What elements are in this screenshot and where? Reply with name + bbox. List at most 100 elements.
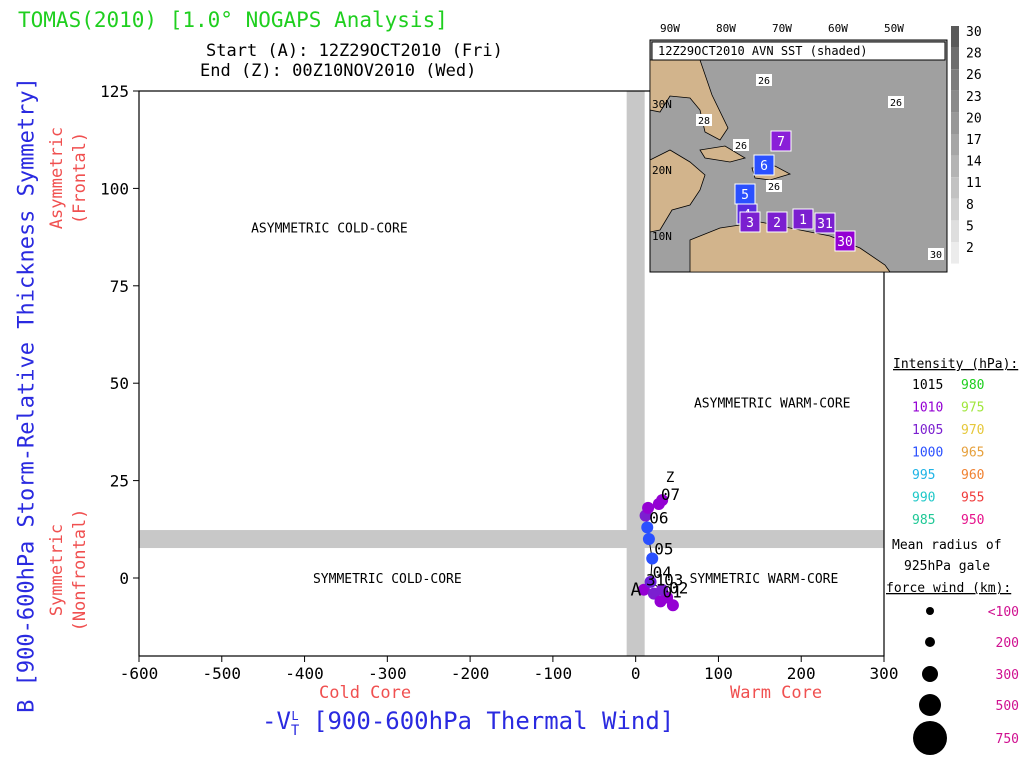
y-upper-sub-label: (Frontal) bbox=[70, 131, 90, 225]
radius-legend-label: 500 bbox=[996, 699, 1019, 714]
start-date: Start (A): 12Z29OCT2010 (Fri) bbox=[206, 41, 503, 61]
inset-lon-label: 60W bbox=[828, 22, 848, 35]
track-day-label: 04 bbox=[653, 563, 672, 582]
radius-legend-title: Mean radius of bbox=[892, 538, 1002, 553]
reference-y-line bbox=[139, 530, 884, 549]
intensity-level-right: 975 bbox=[961, 401, 984, 416]
x-axis-label-v: -V bbox=[262, 707, 291, 735]
intensity-level-right: 950 bbox=[961, 513, 984, 528]
y-lower-sub-label: (Nonfrontal) bbox=[70, 508, 90, 632]
y-tick-label: 100 bbox=[100, 179, 129, 198]
intensity-level-left: 995 bbox=[912, 468, 935, 483]
mexico-land bbox=[649, 149, 706, 233]
x-axis-label-sup: L bbox=[291, 709, 299, 723]
cuba-land bbox=[699, 145, 747, 163]
cold-core-label: Cold Core bbox=[319, 683, 412, 703]
intensity-level-left: 985 bbox=[912, 513, 935, 528]
colorbar-segment bbox=[951, 177, 959, 199]
inset-lat-label: 30N bbox=[652, 98, 672, 111]
sst-label-bg bbox=[888, 96, 904, 108]
inset-lon-label: 50W bbox=[884, 22, 904, 35]
colorbar-label: 2 bbox=[966, 241, 974, 256]
x-tick-label: 300 bbox=[870, 664, 899, 683]
y-upper-label: Asymmetric bbox=[47, 126, 67, 230]
track-point bbox=[644, 575, 657, 588]
sst-label-bg bbox=[766, 180, 782, 192]
track-point bbox=[656, 494, 669, 507]
x-tick-label: -100 bbox=[534, 664, 573, 683]
sst-contour-label: 26 bbox=[768, 182, 780, 193]
sst-label-bg bbox=[733, 139, 749, 151]
inset-title-box bbox=[651, 41, 946, 61]
zero-x-line bbox=[626, 91, 645, 656]
track-point bbox=[641, 521, 654, 534]
inset-track-label: 5 bbox=[741, 188, 749, 203]
colorbar-segment bbox=[951, 242, 959, 264]
track-day-label: 07 bbox=[661, 485, 680, 504]
track-point bbox=[637, 583, 650, 596]
track-point bbox=[656, 583, 669, 596]
inset-track-label: 30 bbox=[837, 235, 853, 250]
intensity-level-right: 955 bbox=[961, 491, 984, 506]
colorbar-segment bbox=[951, 220, 959, 242]
x-axis-label-sub: T bbox=[290, 722, 300, 739]
x-tick-label: -400 bbox=[285, 664, 324, 683]
end-date: End (Z): 00Z10NOV2010 (Wed) bbox=[200, 61, 477, 81]
radius-legend-dot bbox=[926, 607, 934, 615]
inset-lon-label: 90W bbox=[660, 22, 680, 35]
y-lower-label: Symmetric bbox=[47, 523, 67, 617]
radius-legend-label: <100 bbox=[988, 605, 1019, 620]
inset-track-box bbox=[792, 208, 814, 230]
colorbar-label: 17 bbox=[966, 133, 982, 148]
intensity-level-left: 990 bbox=[912, 491, 935, 506]
radius-legend-dot bbox=[919, 694, 941, 716]
inset-lon-label: 80W bbox=[716, 22, 736, 35]
radius-legend-label: 200 bbox=[996, 636, 1019, 651]
radius-legend-label: 750 bbox=[996, 732, 1019, 747]
colorbar-label: 28 bbox=[966, 47, 982, 62]
sst-contour-label: 28 bbox=[698, 116, 710, 127]
colorbar-segment bbox=[951, 26, 959, 48]
colorbar-segment bbox=[951, 112, 959, 134]
colorbar-segment bbox=[951, 47, 959, 70]
track-point bbox=[642, 533, 655, 546]
colorbar-label: 11 bbox=[966, 176, 982, 191]
colorbar-label: 26 bbox=[966, 68, 982, 83]
plot-frame bbox=[138, 90, 885, 657]
track-day-label: 01 bbox=[663, 582, 682, 601]
inset-track-box bbox=[753, 154, 775, 176]
inset-track-label: 1 bbox=[799, 213, 807, 228]
colorbar-label: 5 bbox=[966, 219, 974, 234]
chart-title: TOMAS(2010) [1.0° NOGAPS Analysis] bbox=[18, 8, 448, 32]
y-axis-label: B [900-600hPa Storm-Relative Thickness S… bbox=[14, 77, 40, 713]
x-axis-label-rest: [900-600hPa Thermal Wind] bbox=[298, 707, 675, 735]
y-tick-label: 0 bbox=[119, 569, 129, 588]
x-tick-label: 200 bbox=[787, 664, 816, 683]
y-tick-label: 75 bbox=[110, 277, 129, 296]
colorbar-segment bbox=[951, 90, 959, 113]
colorbar-segment bbox=[951, 134, 959, 156]
intensity-level-left: 1000 bbox=[912, 446, 943, 461]
sst-contour-label: 30 bbox=[930, 250, 942, 261]
inset-track-box bbox=[739, 211, 761, 233]
inset-track-box bbox=[834, 230, 856, 252]
x-tick-label: -300 bbox=[368, 664, 407, 683]
x-tick-label: -600 bbox=[120, 664, 159, 683]
track-day-label: 02 bbox=[669, 578, 688, 597]
colorbar-segment bbox=[951, 69, 959, 91]
colorbar-label: 30 bbox=[966, 25, 982, 40]
sst-contour-label: 26 bbox=[735, 141, 747, 152]
inset-lat-label: 20N bbox=[652, 164, 672, 177]
quadrant-label: SYMMETRIC WARM-CORE bbox=[690, 572, 839, 587]
warm-core-label: Warm Core bbox=[730, 683, 823, 703]
inset-track-label: 7 bbox=[777, 135, 785, 150]
radius-legend-label: 300 bbox=[996, 668, 1019, 683]
y-tick-label: 125 bbox=[100, 82, 129, 101]
x-axis-label: -VTL [900-600hPa Thermal Wind] bbox=[262, 707, 674, 739]
intensity-level-left: 1015 bbox=[912, 378, 943, 393]
date-range: Start (A): 12Z29OCT2010 (Fri) End (Z): 0… bbox=[200, 41, 503, 81]
sst-label-bg bbox=[928, 248, 944, 260]
quadrant-label: ASYMMETRIC COLD-CORE bbox=[251, 221, 408, 236]
inset-track-label: 31 bbox=[817, 217, 833, 232]
